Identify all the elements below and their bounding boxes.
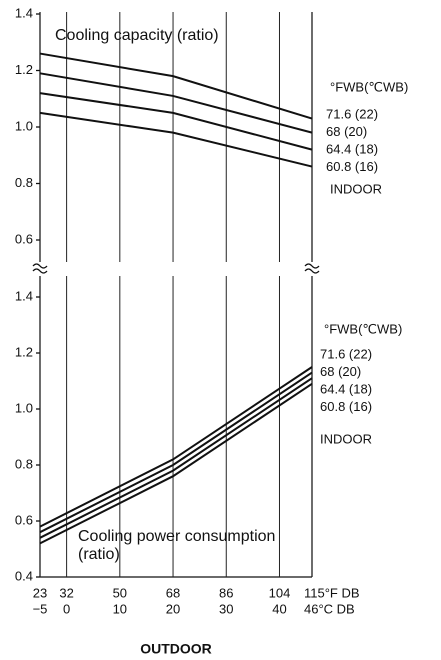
x-tick-label: 20 bbox=[166, 601, 180, 616]
y-tick-label: 1.4 bbox=[15, 5, 33, 20]
y-tick-label: 0.4 bbox=[15, 568, 33, 583]
y-tick-label: 0.8 bbox=[15, 456, 33, 471]
chart-title: Cooling capacity (ratio) bbox=[55, 27, 219, 44]
y-tick-label: 0.8 bbox=[15, 175, 33, 190]
x-tick-label: 0 bbox=[63, 601, 70, 616]
series-line bbox=[39, 371, 313, 534]
chart-title: (ratio) bbox=[78, 546, 120, 563]
x-tick-label: 32 bbox=[59, 585, 73, 600]
x-tick-label: 104 bbox=[269, 585, 291, 600]
legend-label: 71.6 (22) bbox=[320, 346, 372, 361]
y-tick-label: 1.0 bbox=[15, 118, 33, 133]
x-tick-label: 50 bbox=[113, 585, 127, 600]
legend-label: 68 (20) bbox=[320, 364, 361, 379]
legend-title: °FWB(℃WB) bbox=[324, 321, 402, 336]
legend-label: 68 (20) bbox=[326, 124, 367, 139]
series-line bbox=[39, 382, 313, 545]
y-tick-label: 0.6 bbox=[15, 512, 33, 527]
x-tick-label: 115°F DB bbox=[304, 585, 360, 600]
x-tick-label: 23 bbox=[33, 585, 47, 600]
series-line bbox=[39, 72, 313, 134]
legend-label: 64.4 (18) bbox=[326, 141, 378, 156]
legend-note: INDOOR bbox=[330, 181, 382, 196]
x-tick-label: 86 bbox=[219, 585, 233, 600]
series-line bbox=[39, 366, 313, 528]
x-tick-label: 40 bbox=[272, 601, 286, 616]
y-tick-label: 0.6 bbox=[15, 231, 33, 246]
x-tick-label: 30 bbox=[219, 601, 233, 616]
x-tick-label: −5 bbox=[33, 601, 48, 616]
x-axis-label: OUTDOOR bbox=[140, 641, 212, 657]
chart-title: Cooling power consumption bbox=[78, 528, 275, 545]
legend-note: INDOOR bbox=[320, 431, 372, 446]
legend-title: °FWB(℃WB) bbox=[330, 79, 408, 94]
x-tick-label: 46°C DB bbox=[304, 601, 355, 616]
y-tick-label: 1.4 bbox=[15, 288, 33, 303]
series-line bbox=[39, 52, 313, 120]
y-tick-label: 1.2 bbox=[15, 62, 33, 77]
series-line bbox=[39, 92, 313, 151]
x-tick-label: 10 bbox=[113, 601, 127, 616]
y-tick-label: 1.2 bbox=[15, 344, 33, 359]
y-tick-label: 1.0 bbox=[15, 400, 33, 415]
series-line bbox=[39, 111, 313, 168]
x-tick-label: 68 bbox=[166, 585, 180, 600]
legend-label: 60.8 (16) bbox=[326, 159, 378, 174]
axis-break bbox=[32, 263, 48, 274]
legend-label: 71.6 (22) bbox=[326, 106, 378, 121]
legend-label: 60.8 (16) bbox=[320, 399, 372, 414]
axis-break bbox=[304, 263, 320, 274]
series-line bbox=[39, 377, 313, 539]
legend-label: 64.4 (18) bbox=[320, 381, 372, 396]
